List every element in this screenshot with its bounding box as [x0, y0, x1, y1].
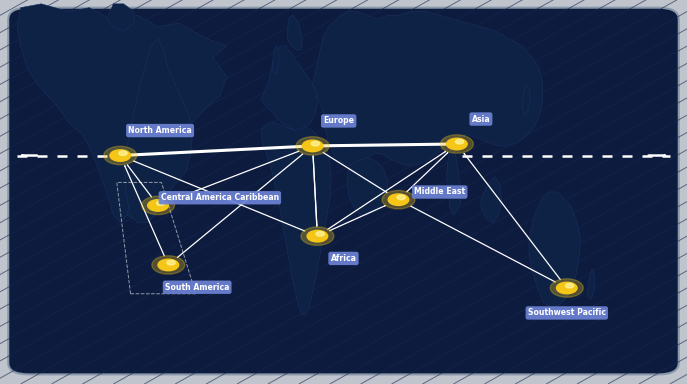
Circle shape — [301, 227, 334, 245]
Text: Africa: Africa — [330, 254, 357, 263]
Circle shape — [307, 230, 328, 242]
Polygon shape — [127, 192, 161, 223]
Polygon shape — [529, 192, 581, 307]
Circle shape — [167, 260, 175, 265]
Circle shape — [148, 200, 168, 211]
Circle shape — [104, 146, 137, 165]
Circle shape — [316, 232, 324, 236]
Text: Asia: Asia — [471, 114, 491, 124]
Polygon shape — [313, 12, 543, 165]
Text: Southwest Pacific: Southwest Pacific — [528, 308, 606, 318]
Polygon shape — [261, 46, 317, 131]
Polygon shape — [106, 4, 134, 31]
Circle shape — [565, 283, 574, 288]
Circle shape — [556, 282, 577, 294]
Circle shape — [110, 150, 131, 161]
Circle shape — [157, 201, 165, 205]
Polygon shape — [587, 269, 595, 300]
Polygon shape — [481, 177, 502, 223]
Circle shape — [296, 137, 329, 155]
Polygon shape — [125, 38, 192, 223]
Polygon shape — [272, 46, 279, 73]
Circle shape — [302, 140, 323, 152]
Polygon shape — [347, 157, 388, 215]
Polygon shape — [261, 123, 331, 315]
Text: Middle East: Middle East — [414, 187, 465, 197]
Circle shape — [142, 196, 174, 215]
Circle shape — [382, 190, 415, 209]
Circle shape — [447, 138, 467, 150]
Circle shape — [440, 135, 473, 153]
Polygon shape — [287, 15, 302, 50]
Circle shape — [152, 256, 185, 274]
Circle shape — [158, 259, 179, 271]
Polygon shape — [447, 146, 462, 215]
Text: Central America Caribbean: Central America Caribbean — [161, 193, 279, 202]
Circle shape — [311, 141, 319, 146]
Text: Europe: Europe — [323, 116, 354, 126]
Circle shape — [397, 195, 405, 200]
Polygon shape — [17, 4, 227, 223]
Text: South America: South America — [165, 283, 229, 292]
Circle shape — [550, 279, 583, 297]
Circle shape — [455, 139, 464, 144]
Circle shape — [388, 194, 409, 205]
Text: North America: North America — [128, 126, 192, 135]
FancyBboxPatch shape — [8, 8, 679, 374]
Circle shape — [119, 151, 127, 156]
Polygon shape — [522, 84, 530, 115]
